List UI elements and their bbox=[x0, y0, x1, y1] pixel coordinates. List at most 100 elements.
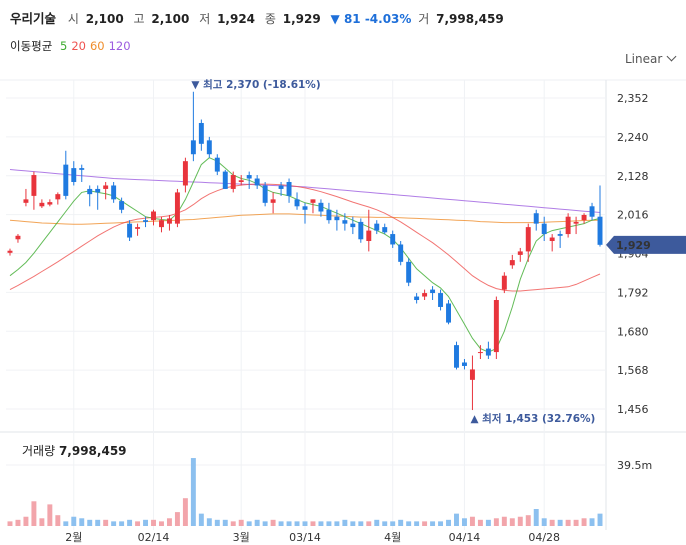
y-tick-label: 2,352 bbox=[617, 92, 649, 105]
volume-bar bbox=[135, 521, 141, 526]
moving-average-legend[interactable]: 이동평균 5 20 60 120 bbox=[10, 38, 139, 54]
candle-body bbox=[302, 206, 308, 210]
volume-bar bbox=[278, 521, 284, 526]
volume-bar bbox=[398, 519, 404, 526]
volume-bar bbox=[318, 521, 324, 526]
volume-bar bbox=[254, 519, 260, 526]
volume-bar bbox=[477, 519, 483, 526]
volume-bar bbox=[374, 519, 380, 526]
candle-body bbox=[278, 185, 284, 189]
volume-value: 7,998,459 bbox=[436, 12, 504, 26]
candle bbox=[222, 169, 228, 189]
candle bbox=[87, 185, 93, 207]
volume-bar bbox=[541, 518, 547, 526]
volume-pane-value: 7,998,459 bbox=[58, 444, 127, 458]
scale-dropdown[interactable]: Linear bbox=[625, 51, 677, 66]
x-tick-label: 04/14 bbox=[449, 531, 481, 544]
candle-body bbox=[214, 157, 220, 172]
candle bbox=[541, 216, 547, 242]
x-tick-label: 03/14 bbox=[289, 531, 321, 544]
candle-body bbox=[358, 221, 364, 240]
candle bbox=[182, 157, 188, 193]
candle bbox=[63, 150, 69, 200]
candle-body bbox=[135, 227, 141, 229]
volume-bar bbox=[501, 516, 507, 526]
candle bbox=[246, 171, 252, 189]
volume-bar bbox=[310, 521, 316, 526]
candle bbox=[111, 181, 117, 203]
candle-body bbox=[294, 199, 300, 207]
scale-label: Linear bbox=[625, 52, 663, 66]
candle-body bbox=[374, 223, 380, 231]
volume-bar bbox=[31, 501, 37, 526]
candle-body bbox=[190, 140, 196, 155]
candle-body bbox=[143, 220, 149, 222]
candle bbox=[597, 185, 603, 247]
close-value: 1,929 bbox=[282, 12, 321, 26]
candle-body bbox=[262, 185, 268, 203]
candle bbox=[143, 216, 149, 228]
candle-body bbox=[581, 214, 587, 221]
candle-body bbox=[525, 227, 531, 252]
candle-body bbox=[63, 164, 69, 196]
candle bbox=[501, 272, 507, 294]
candle bbox=[573, 216, 579, 235]
volume-bar bbox=[414, 521, 420, 526]
volume-bar bbox=[485, 519, 491, 526]
last-price-badge bbox=[606, 235, 686, 254]
candle-body bbox=[485, 348, 491, 356]
candle-body bbox=[557, 234, 563, 236]
candle-body bbox=[461, 362, 467, 366]
volume-bar bbox=[174, 512, 180, 526]
volume-bar bbox=[262, 521, 268, 526]
y-tick-label: 1,568 bbox=[617, 364, 649, 377]
volume-bar bbox=[246, 521, 252, 526]
volume-bar bbox=[302, 521, 308, 526]
candle bbox=[230, 171, 236, 193]
candle-body bbox=[533, 213, 539, 224]
candle bbox=[477, 345, 483, 360]
candle bbox=[438, 289, 444, 311]
volume-bar bbox=[581, 518, 587, 526]
volume-bar bbox=[525, 515, 531, 526]
candle bbox=[310, 199, 316, 214]
volume-bar bbox=[127, 519, 133, 526]
volume-label: 거 bbox=[418, 12, 430, 26]
high-value: 2,100 bbox=[151, 12, 190, 26]
candle-body bbox=[23, 199, 29, 203]
volume-bar bbox=[366, 521, 372, 526]
volume-bar bbox=[358, 521, 364, 526]
volume-bar bbox=[182, 498, 188, 526]
candle bbox=[398, 241, 404, 266]
candle bbox=[493, 296, 499, 360]
volume-bar bbox=[589, 518, 595, 526]
candle-body bbox=[95, 188, 101, 193]
volume-bar bbox=[406, 521, 412, 526]
volume-bar bbox=[493, 518, 499, 526]
high-annotation: ▼ 최고 2,370 (-18.61%) bbox=[191, 78, 320, 91]
candle-body bbox=[469, 369, 475, 380]
candle bbox=[278, 181, 284, 196]
candle bbox=[23, 188, 29, 207]
candle-body bbox=[166, 218, 172, 224]
y-tick-label: 2,128 bbox=[617, 170, 649, 183]
candle-body bbox=[246, 175, 252, 179]
candle bbox=[589, 202, 595, 221]
volume-bar bbox=[166, 518, 172, 526]
volume-bar bbox=[390, 521, 396, 526]
candle bbox=[159, 216, 164, 233]
candle-body bbox=[55, 194, 61, 200]
candle bbox=[286, 178, 292, 203]
volume-bar bbox=[95, 519, 101, 526]
volume-bar bbox=[382, 521, 388, 526]
volume-bar bbox=[15, 519, 21, 526]
volume-bar bbox=[190, 458, 196, 526]
volume-bar bbox=[79, 518, 85, 526]
volume-bar bbox=[549, 519, 555, 526]
volume-bar bbox=[111, 521, 117, 526]
candle bbox=[461, 359, 467, 370]
candle-body bbox=[31, 175, 37, 196]
candle bbox=[350, 216, 356, 235]
volume-bar bbox=[7, 521, 13, 526]
